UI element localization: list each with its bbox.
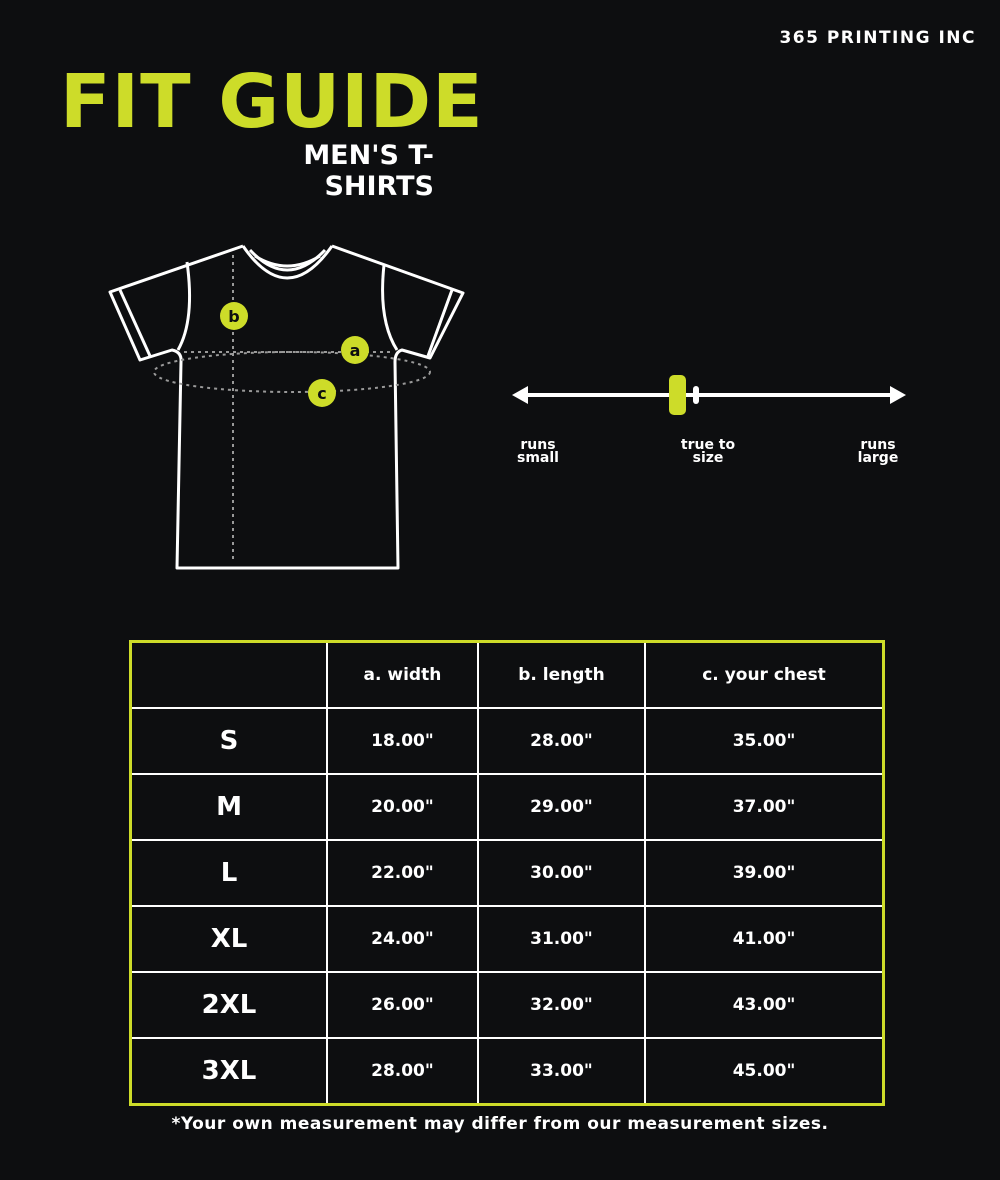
- marker-a: [341, 336, 369, 364]
- size-cell: S: [129, 706, 328, 775]
- header-cell: b. length: [476, 640, 647, 709]
- table-row: L 22.00" 30.00" 39.00": [129, 838, 885, 908]
- table-row: S 18.00" 28.00" 35.00": [129, 706, 885, 775]
- fit-label-small: runs small: [517, 437, 559, 466]
- size-chart-table: a. width b. length c. your chest S 18.00"…: [129, 640, 885, 1106]
- marker-b: [220, 302, 248, 330]
- marker-c: [308, 379, 336, 407]
- table-row: XL 24.00" 31.00" 41.00": [129, 905, 885, 974]
- tshirt-outline: [108, 244, 465, 570]
- size-cell: XL: [129, 905, 328, 974]
- fit-label-true: true to size: [680, 437, 736, 466]
- length-cell: 28.00": [476, 706, 647, 775]
- width-cell: 26.00": [326, 971, 479, 1040]
- header-cell: a. width: [326, 640, 479, 709]
- width-cell: 22.00": [326, 838, 479, 908]
- table-row: M 20.00" 29.00" 37.00": [129, 772, 885, 841]
- length-cell: 32.00": [476, 971, 647, 1040]
- page-subtitle: MEN'S T-SHIRTS: [303, 140, 434, 202]
- width-cell: 20.00": [326, 772, 479, 841]
- scale-center-tick: [693, 386, 699, 404]
- chest-cell: 35.00": [644, 706, 885, 775]
- width-cell: 28.00": [326, 1037, 479, 1106]
- fit-scale: [512, 375, 906, 415]
- marker-a-label: a: [350, 341, 361, 360]
- markers: [220, 302, 369, 407]
- table-header-row: a. width b. length c. your chest: [129, 640, 885, 709]
- footnote: *Your own measurement may differ from ou…: [171, 1114, 829, 1134]
- chest-cell: 45.00": [644, 1037, 885, 1106]
- size-cell: 3XL: [129, 1037, 328, 1106]
- size-cell: M: [129, 772, 328, 841]
- brand-name: 365 PRINTING INC: [779, 28, 976, 48]
- width-cell: 24.00": [326, 905, 479, 974]
- header-cell: c. your chest: [644, 640, 885, 709]
- length-cell: 31.00": [476, 905, 647, 974]
- size-cell: L: [129, 838, 328, 908]
- marker-c-label: c: [317, 384, 326, 403]
- length-cell: 33.00": [476, 1037, 647, 1106]
- page-title: FIT GUIDE: [60, 59, 484, 145]
- chest-cell: 43.00": [644, 971, 885, 1040]
- chest-cell: 37.00": [644, 772, 885, 841]
- width-cell: 18.00": [326, 706, 479, 775]
- table-row: 3XL 28.00" 33.00" 45.00": [129, 1037, 885, 1106]
- chest-measure-ellipse: [153, 351, 431, 393]
- chest-cell: 39.00": [644, 838, 885, 908]
- header-cell: [129, 640, 328, 709]
- size-cell: 2XL: [129, 971, 328, 1040]
- fit-label-large: runs large: [857, 437, 899, 466]
- chest-cell: 41.00": [644, 905, 885, 974]
- marker-b-label: b: [228, 307, 239, 326]
- table-row: 2XL 26.00" 32.00" 43.00": [129, 971, 885, 1040]
- arrow-right-icon: [890, 386, 906, 404]
- length-cell: 29.00": [476, 772, 647, 841]
- arrow-left-icon: [512, 386, 528, 404]
- length-cell: 30.00": [476, 838, 647, 908]
- fit-indicator: [669, 375, 686, 415]
- tshirt-diagram: b a c: [108, 244, 906, 570]
